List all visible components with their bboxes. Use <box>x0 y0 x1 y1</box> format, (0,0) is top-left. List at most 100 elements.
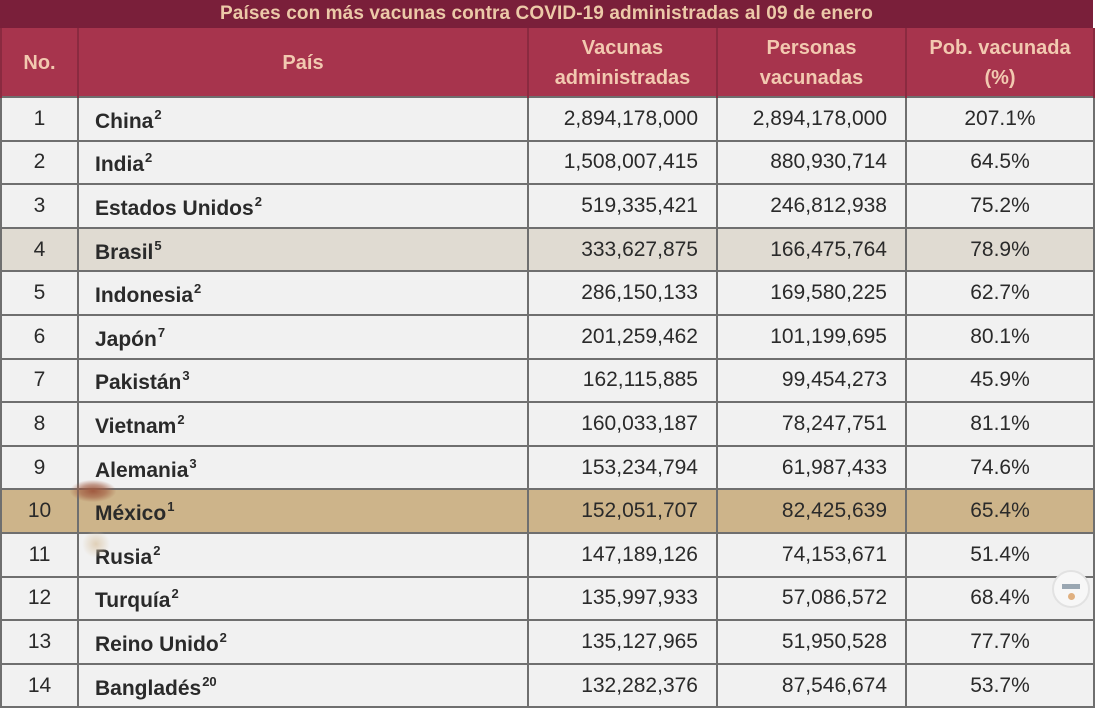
cell-pob: 75.2% <box>905 183 1095 229</box>
footnote-ref: 2 <box>194 281 202 297</box>
header-pais: País <box>77 28 529 97</box>
country-name: Alemania <box>95 458 189 482</box>
cell-personas: 99,454,273 <box>716 357 907 404</box>
cell-pob: 65.4% <box>905 488 1095 534</box>
footnote-ref: 2 <box>219 629 227 645</box>
table-row-highlighted: 4 Brasil5 333,627,875 166,475,764 78.9% <box>0 226 1095 273</box>
country-name: México <box>95 502 167 526</box>
header-vacunas-line2: administradas <box>554 66 691 89</box>
country-name: Reino Unido <box>95 632 219 656</box>
table-row: 9 Alemania3 153,234,794 61,987,433 74.6% <box>0 444 1095 491</box>
cell-personas: 87,546,674 <box>716 662 907 708</box>
table-title: Países con más vacunas contra COVID-19 a… <box>0 0 1093 28</box>
footnote-ref: 2 <box>145 150 153 166</box>
country-name: Estados Unidos <box>95 196 254 220</box>
header-no-label: No. <box>23 51 56 74</box>
cell-pob: 207.1% <box>905 96 1095 142</box>
cell-pais: Estados Unidos2 <box>77 183 529 229</box>
country-name: Pakistán <box>95 371 182 395</box>
table-row: 11 Rusia2 147,189,126 74,153,671 51.4% <box>0 531 1095 578</box>
footnote-ref: 7 <box>157 324 166 340</box>
cell-no: 12 <box>0 575 79 622</box>
broadcast-badge-icon <box>1052 570 1090 608</box>
cell-pais: Pakistán3 <box>77 357 529 404</box>
cell-vacunas: 132,282,376 <box>527 662 718 708</box>
table-row: 5 Indonesia2 286,150,133 169,580,225 62.… <box>0 270 1095 316</box>
country-name: Japón <box>95 327 157 351</box>
cell-no: 1 <box>0 96 79 142</box>
cell-vacunas: 201,259,462 <box>527 313 718 360</box>
cell-pob: 74.6% <box>905 444 1095 491</box>
badge-bar <box>1062 584 1080 589</box>
table-row: 7 Pakistán3 162,115,885 99,454,273 45.9% <box>0 357 1095 404</box>
country-name: Indonesia <box>95 284 194 308</box>
table-row: 3 Estados Unidos2 519,335,421 246,812,93… <box>0 183 1095 229</box>
cell-vacunas: 1,508,007,415 <box>527 139 718 186</box>
cell-pais: Brasil5 <box>77 226 529 273</box>
cell-vacunas: 152,051,707 <box>527 488 718 534</box>
table-row: 14 Bangladés20 132,282,376 87,546,674 53… <box>0 662 1095 708</box>
cell-pob: 80.1% <box>905 313 1095 360</box>
cell-no: 11 <box>0 531 79 578</box>
cell-pais: Vietnam2 <box>77 401 529 447</box>
header-pob: Pob. vacunada (%) <box>905 28 1095 97</box>
cell-vacunas: 162,115,885 <box>527 357 718 404</box>
cell-no: 9 <box>0 444 79 491</box>
cell-pob: 77.7% <box>905 619 1095 665</box>
header-vacunas: Vacunas administradas <box>527 28 718 97</box>
cell-pob: 53.7% <box>905 662 1095 708</box>
cell-personas: 2,894,178,000 <box>716 96 907 142</box>
cell-personas: 101,199,695 <box>716 313 907 360</box>
cell-personas: 61,987,433 <box>716 444 907 491</box>
table-row: 1 China2 2,894,178,000 2,894,178,000 207… <box>0 96 1095 142</box>
cell-vacunas: 135,127,965 <box>527 619 718 665</box>
table-row: 13 Reino Unido2 135,127,965 51,950,528 7… <box>0 619 1095 665</box>
cell-no: 5 <box>0 270 79 316</box>
header-personas-line2: vacunadas <box>759 66 864 89</box>
footnote-ref: 1 <box>167 499 175 515</box>
cell-personas: 57,086,572 <box>716 575 907 622</box>
cell-vacunas: 160,033,187 <box>527 401 718 447</box>
cell-no: 3 <box>0 183 79 229</box>
cell-pais: Turquía2 <box>77 575 529 622</box>
footnote-ref: 2 <box>177 411 185 427</box>
footnote-ref: 3 <box>189 455 197 471</box>
table-row: 12 Turquía2 135,997,933 57,086,572 68.4% <box>0 575 1095 622</box>
country-name: India <box>95 153 145 177</box>
footnote-ref: 2 <box>153 542 161 558</box>
footnote-ref: 5 <box>154 237 162 253</box>
cell-pob: 78.9% <box>905 226 1095 273</box>
cell-pais: México1 <box>77 488 529 534</box>
badge-dot <box>1068 593 1075 600</box>
cell-personas: 78,247,751 <box>716 401 907 447</box>
header-pob-line1: Pob. vacunada <box>929 36 1071 59</box>
cell-no: 8 <box>0 401 79 447</box>
cell-vacunas: 333,627,875 <box>527 226 718 273</box>
cell-pob: 81.1% <box>905 401 1095 447</box>
table-row: 2 India2 1,508,007,415 880,930,714 64.5% <box>0 139 1095 186</box>
cell-personas: 880,930,714 <box>716 139 907 186</box>
cell-no: 10 <box>0 488 79 534</box>
cell-pob: 62.7% <box>905 270 1095 316</box>
cell-no: 13 <box>0 619 79 665</box>
header-no: No. <box>0 28 79 97</box>
cell-personas: 166,475,764 <box>716 226 907 273</box>
country-name: China <box>95 109 154 133</box>
cell-pais: Japón7 <box>77 313 529 360</box>
vaccination-table: No. País Vacunas administradas Personas … <box>0 28 1095 708</box>
header-personas-line1: Personas <box>766 36 857 59</box>
country-name: Brasil <box>95 240 154 264</box>
footnote-ref: 2 <box>171 586 179 602</box>
cell-no: 2 <box>0 139 79 186</box>
cell-vacunas: 135,997,933 <box>527 575 718 622</box>
footnote-ref: 20 <box>202 673 217 689</box>
cell-pais: India2 <box>77 139 529 186</box>
cell-vacunas: 153,234,794 <box>527 444 718 491</box>
cell-personas: 82,425,639 <box>716 488 907 534</box>
cell-no: 6 <box>0 313 79 360</box>
cell-pais: Reino Unido2 <box>77 619 529 665</box>
cell-vacunas: 519,335,421 <box>527 183 718 229</box>
cell-vacunas: 2,894,178,000 <box>527 96 718 142</box>
cell-personas: 74,153,671 <box>716 531 907 578</box>
